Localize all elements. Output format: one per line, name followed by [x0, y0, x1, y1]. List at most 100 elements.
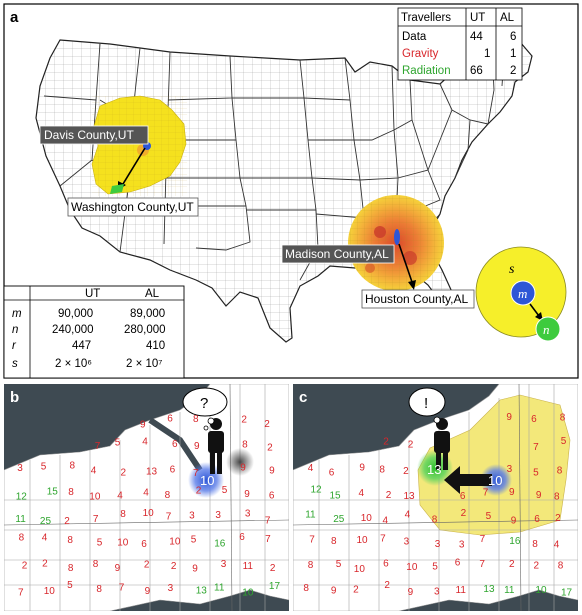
- region-number-red: 4: [143, 487, 149, 498]
- madison-node: [394, 229, 400, 245]
- panel-b-thought-text: ?: [200, 395, 208, 412]
- region-number-red: 3: [435, 539, 441, 550]
- region-number-red: 3: [245, 509, 251, 520]
- region-number-red: 8: [554, 491, 560, 502]
- houston-label-box: [361, 289, 475, 309]
- region-number-red: 5: [115, 437, 121, 448]
- row-data-label: Data: [402, 31, 427, 43]
- region-number-red: 10: [354, 564, 366, 575]
- region-number-red: 6: [460, 491, 466, 502]
- s-label: s: [509, 262, 515, 277]
- region-number-red: 13: [146, 467, 158, 478]
- region-number-red: 8: [308, 560, 314, 571]
- region-number-red: 7: [119, 583, 125, 594]
- param-n-label: n: [12, 324, 18, 336]
- region-number-red: 2: [196, 486, 202, 497]
- alabama-hot-3: [365, 263, 375, 273]
- region-number-red: 5: [336, 559, 342, 570]
- region-number-red: 4: [91, 466, 97, 477]
- washington-label: Washington County,UT: [71, 200, 194, 214]
- panel-c-person: [434, 418, 450, 470]
- region-number-green: 17: [269, 581, 281, 592]
- utah-heatmap: [91, 95, 187, 196]
- region-number-red: 6: [141, 539, 147, 550]
- travellers-header-ut: UT: [470, 12, 485, 24]
- mn-arrow: [529, 303, 540, 317]
- region-number-green: 12: [16, 491, 28, 502]
- region-number-red: 8: [68, 563, 74, 574]
- row-gravity-ut: 1: [484, 48, 490, 60]
- region-number-red: 5: [191, 535, 197, 546]
- region-number-red: 6: [269, 491, 275, 502]
- region-number-green: 13: [483, 584, 495, 595]
- region-number-red: 4: [42, 533, 48, 544]
- houston-label: Houston County,AL: [365, 292, 468, 306]
- utah-arrow: [122, 147, 146, 185]
- region-number-red: 5: [533, 468, 539, 479]
- region-number-red: 3: [459, 539, 465, 550]
- region-number-red: 4: [554, 540, 560, 551]
- region-number-red: 9: [115, 563, 121, 574]
- region-number-green: 15: [330, 490, 342, 501]
- region-number-red: 5: [97, 538, 103, 549]
- region-number-red: 2: [121, 467, 127, 478]
- region-number-red: 6: [534, 514, 540, 525]
- region-number-red: 9: [408, 587, 414, 598]
- param-m-al: 89,000: [130, 308, 165, 320]
- region-number-red: 3: [215, 510, 221, 521]
- params-table: UT AL m 90,000 89,000 n 240,000 280,000 …: [3, 285, 185, 379]
- panel-b: ? 10 96 8 2 27 5 4 6 9 8 23 5 8 4 2 13 6 7 9 912 15 8 10 4 4 8 2 5…: [4, 384, 289, 611]
- panel-c-letter: c: [299, 389, 307, 406]
- region-number-red: 9: [192, 563, 198, 574]
- region-number-red: 8: [120, 509, 126, 520]
- region-number-red: 6: [455, 558, 461, 569]
- region-number-red: 6: [531, 414, 537, 425]
- panel-c-thought-bubble: !: [408, 387, 446, 424]
- region-number-green: 10: [242, 588, 254, 599]
- params-table-frame: [3, 285, 185, 379]
- region-number-red: 9: [140, 420, 146, 431]
- param-m-ut: 90,000: [58, 308, 93, 320]
- region-number-red: 5: [222, 485, 228, 496]
- row-gravity-label: Gravity: [402, 48, 439, 60]
- region-number-green: 12: [311, 485, 323, 496]
- region-number-red: 9: [194, 441, 200, 452]
- region-number-red: 9: [269, 466, 275, 477]
- region-number-red: 7: [479, 559, 485, 570]
- region-number-red: 7: [18, 588, 24, 599]
- param-r-ut: 447: [72, 340, 91, 352]
- panel-b-region-numbers: 96 8 2 27 5 4 6 9 8 23 5 8 4 2 13 6 7 9 912 15 8 10 4 4 8 2 5 9 611 2…: [15, 414, 280, 599]
- region-number-red: 5: [486, 511, 492, 522]
- region-number-red: 5: [432, 561, 438, 572]
- region-number-red: 2: [461, 508, 467, 519]
- region-number-red: 8: [558, 560, 564, 571]
- region-number-red: 2: [42, 559, 48, 570]
- region-number-green: 10: [535, 585, 547, 596]
- region-number-red: 9: [511, 516, 517, 527]
- region-number-red: 5: [67, 580, 73, 591]
- region-number-red: 8: [96, 584, 102, 595]
- region-number-red: 10: [89, 492, 101, 503]
- panel-b-letter: b: [10, 389, 19, 406]
- davis-label: Davis County,UT: [44, 128, 134, 142]
- region-number-red: 4: [308, 463, 314, 474]
- region-number-red: 2: [267, 442, 273, 453]
- region-number-red: 11: [243, 561, 254, 572]
- region-number-green: 13: [196, 585, 208, 596]
- region-number-red: 10: [361, 513, 373, 524]
- region-number-green: 11: [214, 583, 225, 594]
- region-number-red: 3: [507, 464, 513, 475]
- row-radiation-ut: 66: [470, 65, 483, 77]
- region-number-red: 8: [93, 559, 99, 570]
- region-number-red: 10: [44, 586, 56, 597]
- region-number-red: 10: [406, 562, 418, 573]
- param-s-al: 2 × 10⁷: [126, 358, 162, 370]
- madison-label: Madison County,AL: [285, 247, 389, 261]
- region-number-red: 6: [167, 414, 173, 425]
- region-number-red: 6: [172, 439, 178, 450]
- region-number-red: 7: [166, 512, 172, 523]
- region-number-red: 2: [384, 580, 390, 591]
- panel-c-thought-text: !: [424, 395, 428, 412]
- n-label: n: [543, 322, 550, 337]
